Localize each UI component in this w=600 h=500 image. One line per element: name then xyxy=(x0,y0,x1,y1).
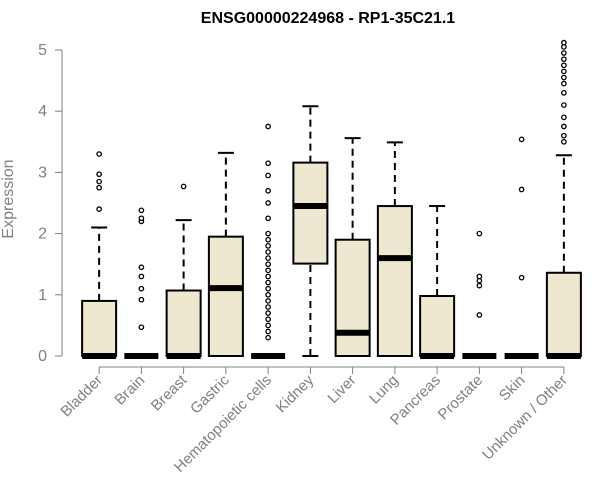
outlier-point xyxy=(265,316,271,323)
outlier-point xyxy=(476,312,483,318)
box-body xyxy=(81,299,118,358)
x-tick-label: Kidney xyxy=(273,371,318,416)
y-tick-label: 4 xyxy=(38,103,47,120)
y-tick-label: 1 xyxy=(38,287,47,304)
box-7 xyxy=(376,141,413,357)
x-tick-label: Brain xyxy=(111,372,148,409)
outlier-point xyxy=(561,132,567,139)
box-11 xyxy=(545,39,582,359)
y-axis: 0 1 2 3 4 5 xyxy=(38,42,63,365)
outlier-point xyxy=(476,230,483,237)
outlier-point xyxy=(561,68,567,75)
outlier-point xyxy=(561,56,567,63)
outlier-point xyxy=(561,89,567,96)
outlier-point xyxy=(561,114,567,121)
box-body xyxy=(334,238,371,357)
outlier-point xyxy=(265,279,271,286)
outlier-point xyxy=(96,151,102,157)
outlier-point xyxy=(265,285,271,292)
box-4 xyxy=(251,123,286,359)
outlier-point xyxy=(138,285,145,292)
outlier-point xyxy=(265,236,271,243)
outlier-point xyxy=(138,273,145,280)
y-axis-label: Expression xyxy=(0,159,17,238)
outlier-point xyxy=(265,298,271,304)
outlier-point xyxy=(518,274,525,281)
outlier-point xyxy=(561,50,567,56)
outlier-point xyxy=(96,171,102,178)
box-0 xyxy=(81,151,118,359)
box-1 xyxy=(124,207,159,359)
outlier-point xyxy=(265,172,271,179)
y-tick-label: 3 xyxy=(38,164,47,181)
outlier-point xyxy=(265,160,271,167)
outlier-point xyxy=(265,249,271,255)
outlier-point xyxy=(561,39,567,46)
outlier-point xyxy=(265,310,271,317)
outlier-point xyxy=(265,291,271,298)
x-tick-label: Lung xyxy=(366,372,402,408)
x-tick-label: Bladder xyxy=(57,372,106,421)
box-group xyxy=(81,39,582,359)
box-9 xyxy=(462,230,497,359)
outlier-point xyxy=(561,74,567,81)
outlier-point xyxy=(265,334,271,341)
outlier-point xyxy=(561,102,567,108)
outlier-point xyxy=(561,138,567,145)
outlier-point xyxy=(96,178,102,185)
box-body xyxy=(419,295,456,357)
box-10 xyxy=(504,136,539,359)
outlier-point xyxy=(476,282,483,289)
box-body xyxy=(292,161,329,265)
outlier-point xyxy=(96,206,102,212)
outlier-point xyxy=(265,242,271,249)
outlier-point xyxy=(265,187,271,194)
outlier-point xyxy=(138,296,145,303)
outlier-point xyxy=(518,186,525,193)
chart-title: ENSG00000224968 - RP1-35C21.1 xyxy=(201,10,455,27)
outlier-point xyxy=(138,215,145,222)
outlier-point xyxy=(265,267,271,274)
outlier-point xyxy=(476,273,483,280)
outlier-point xyxy=(265,322,271,329)
y-tick-label: 5 xyxy=(38,42,47,59)
box-body xyxy=(376,205,413,357)
box-8 xyxy=(419,205,456,359)
outlier-point xyxy=(96,184,102,191)
outlier-point xyxy=(138,207,145,214)
outlier-point xyxy=(561,123,567,130)
x-tick-label: Prostate xyxy=(435,372,487,424)
box-body xyxy=(207,235,244,357)
x-tick-label: Skin xyxy=(496,372,529,405)
outlier-point xyxy=(180,183,187,190)
x-tick-label: Breast xyxy=(148,371,191,414)
outlier-point xyxy=(265,255,271,261)
box-5 xyxy=(292,105,329,357)
y-tick-label: 0 xyxy=(38,348,47,365)
outlier-point xyxy=(138,324,145,331)
outlier-point xyxy=(265,230,271,237)
box-2 xyxy=(165,183,202,359)
y-tick-label: 2 xyxy=(38,226,47,243)
box-body xyxy=(165,289,202,357)
outlier-point xyxy=(561,62,567,69)
outlier-point xyxy=(265,261,271,268)
outlier-point xyxy=(518,136,525,143)
box-body xyxy=(545,271,582,358)
outlier-point xyxy=(265,215,271,222)
box-6 xyxy=(334,137,371,357)
outlier-point xyxy=(265,200,271,206)
outlier-point xyxy=(265,328,271,335)
box-3 xyxy=(207,151,244,357)
x-tick-label: Liver xyxy=(324,372,359,407)
outlier-point xyxy=(265,123,271,130)
outlier-point xyxy=(138,264,145,271)
outlier-point xyxy=(265,304,271,310)
outlier-point xyxy=(561,80,567,87)
outlier-point xyxy=(265,273,271,280)
